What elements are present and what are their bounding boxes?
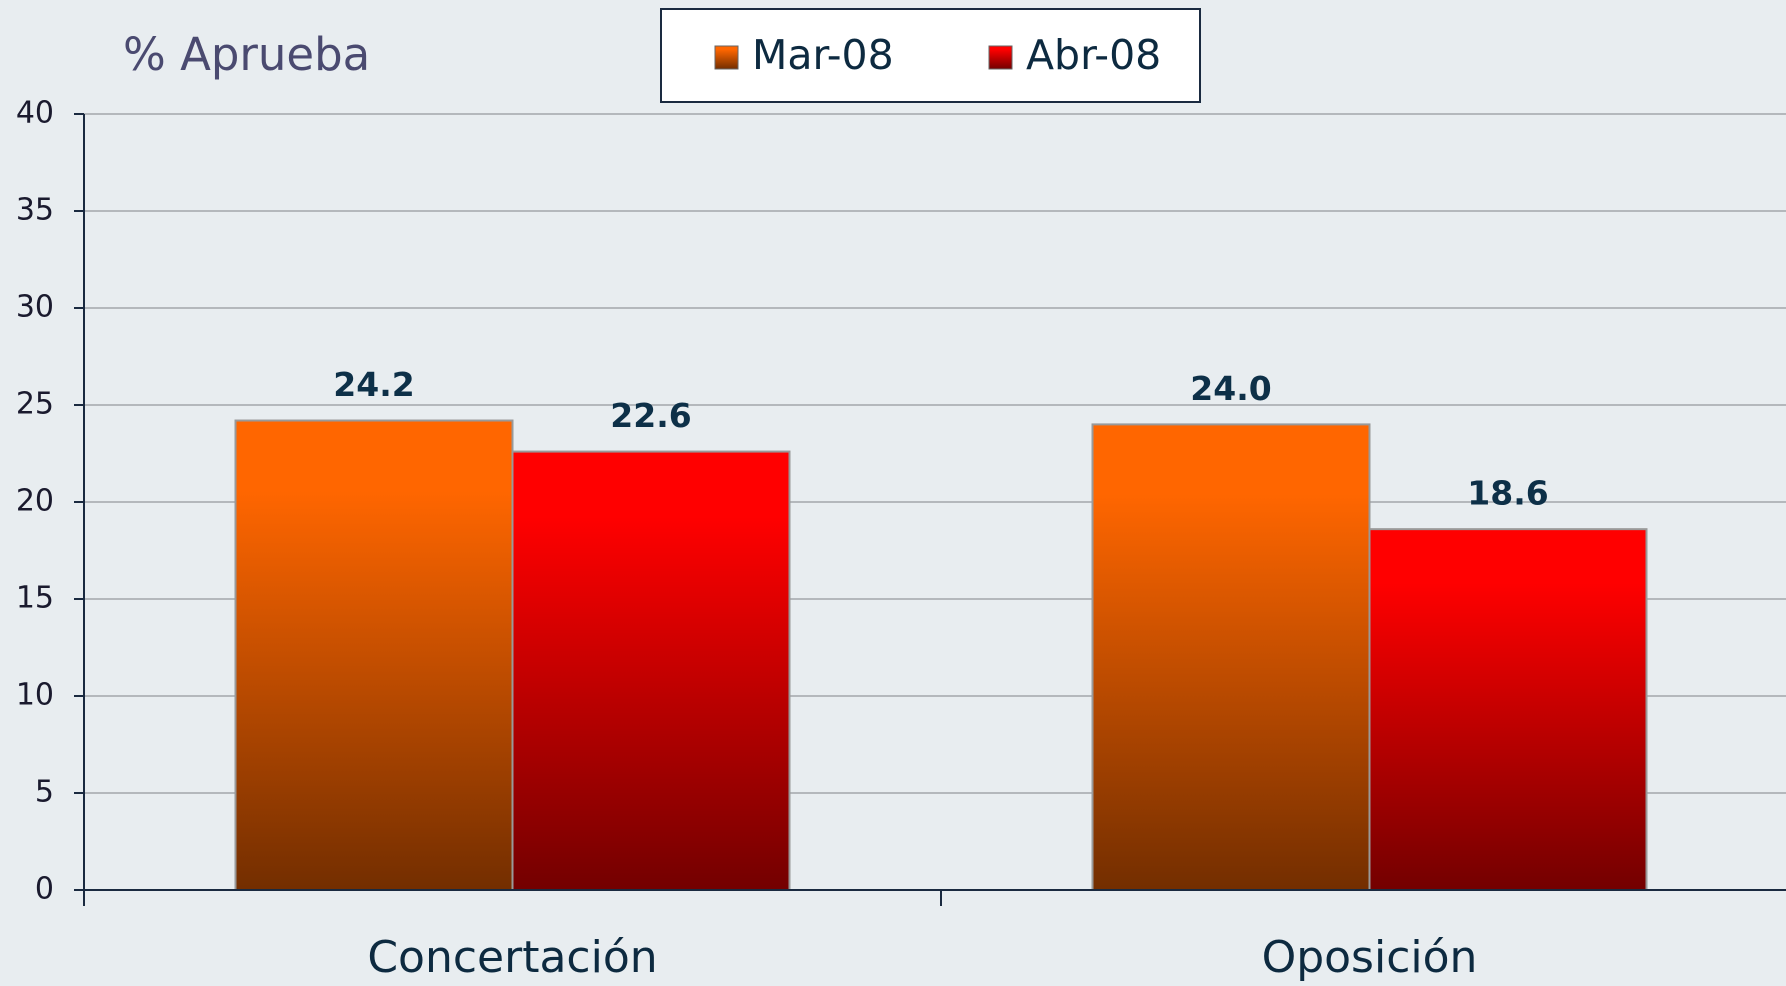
bar (234, 419, 514, 891)
y-tick-label: 20 (16, 484, 54, 519)
legend-swatch (988, 45, 1013, 70)
data-label: 22.6 (610, 396, 691, 435)
y-tick-label: 5 (35, 775, 54, 810)
legend-label: Abr-08 (1026, 31, 1161, 79)
y-tick-label: 25 (16, 387, 54, 422)
x-tick-label: Concertación (367, 932, 657, 983)
legend-swatch (714, 45, 739, 70)
legend-label: Mar-08 (752, 31, 894, 79)
y-axis-title: % Aprueba (123, 28, 370, 81)
data-label: 24.0 (1190, 369, 1271, 408)
y-tick-label: 35 (16, 193, 54, 228)
bar (1091, 423, 1371, 891)
y-tick-label: 30 (16, 290, 54, 325)
bar (511, 450, 791, 891)
y-tick-label: 40 (16, 96, 54, 131)
y-tick-label: 10 (16, 678, 54, 713)
y-tick-label: 15 (16, 581, 54, 616)
data-label: 18.6 (1467, 474, 1548, 513)
legend-box (660, 8, 1201, 103)
bar (1368, 528, 1648, 891)
data-label: 24.2 (333, 365, 414, 404)
x-tick-label: Oposición (1262, 932, 1478, 983)
y-tick-label: 0 (35, 872, 54, 907)
